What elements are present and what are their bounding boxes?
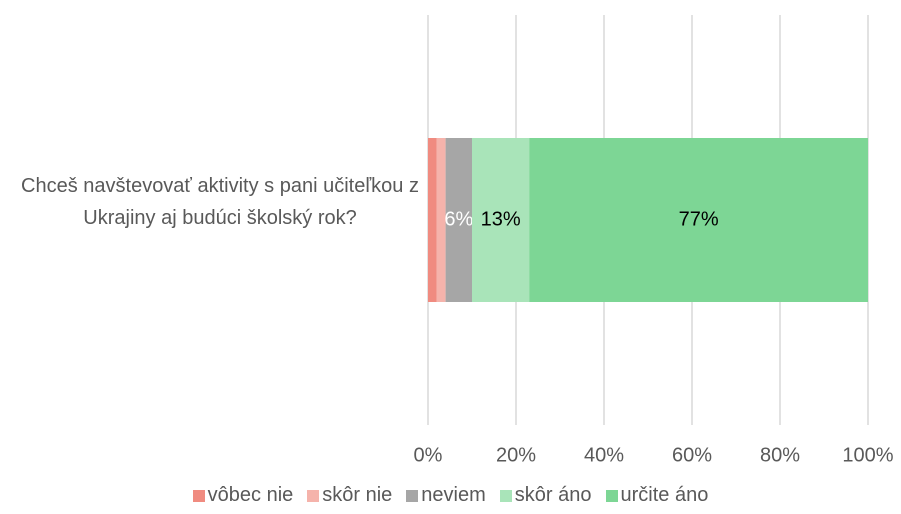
legend-label: neviem: [421, 484, 486, 506]
bar-segment: [529, 138, 868, 302]
data-label: 13%: [481, 208, 521, 230]
bar-segment: [445, 138, 472, 302]
legend: vôbec nie skôr nie neviem skôr áno určite án…: [0, 484, 901, 507]
legend-swatch: [605, 489, 618, 502]
legend-item: skôr nie: [307, 484, 392, 507]
data-label: 77%: [679, 208, 719, 230]
legend-swatch: [307, 489, 320, 502]
legend-swatch: [406, 489, 419, 502]
legend-item: neviem: [406, 484, 486, 507]
x-tick-label: 60%: [672, 444, 712, 466]
legend-item: určite áno: [605, 484, 709, 507]
legend-label: skôr nie: [322, 484, 393, 506]
bar-segment: [428, 138, 437, 302]
legend-label: skôr áno: [514, 484, 592, 506]
bar-segment: [472, 138, 530, 302]
x-tick-label: 20%: [496, 444, 536, 466]
category-label: Chceš navštevovať aktivity s pani učiteľ…: [21, 175, 419, 229]
x-tick-label: 100%: [842, 444, 893, 466]
legend-item: vôbec nie: [192, 484, 294, 507]
legend-swatch: [192, 489, 205, 502]
legend-label: určite áno: [620, 484, 709, 506]
x-tick-label: 40%: [584, 444, 624, 466]
legend-swatch: [499, 489, 512, 502]
data-label: 6%: [444, 208, 473, 230]
x-tick-label: 0%: [414, 444, 443, 466]
x-tick-label: 80%: [760, 444, 800, 466]
legend-label: vôbec nie: [207, 484, 294, 506]
legend-item: skôr áno: [499, 484, 592, 507]
bar-segment: [436, 138, 446, 302]
